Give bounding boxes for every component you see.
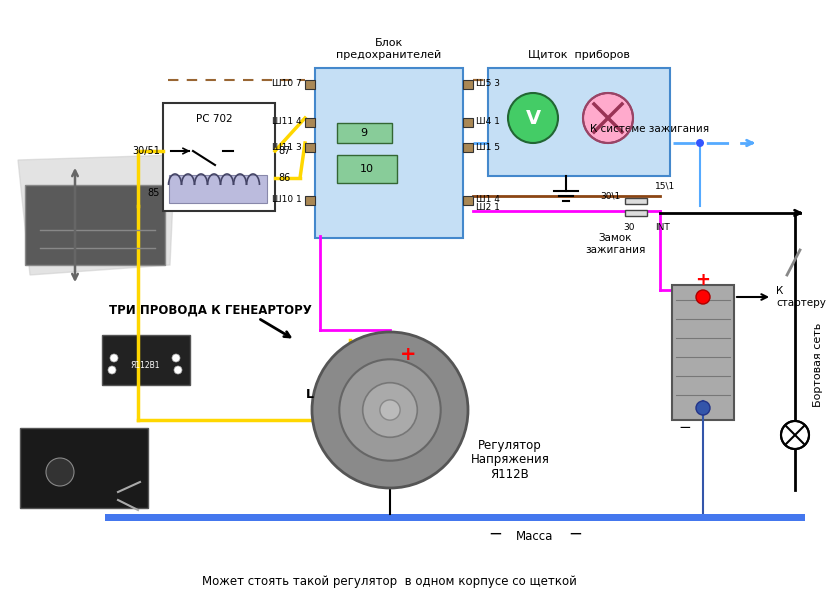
Bar (625, 210, 647, 216)
Bar (337, 123, 392, 143)
Circle shape (508, 93, 558, 143)
Text: 87: 87 (278, 146, 291, 156)
Text: −: − (568, 525, 582, 543)
Text: 86: 86 (278, 173, 290, 183)
Bar (672, 285, 734, 420)
Text: −: − (679, 420, 691, 435)
Text: ТРИ ПРОВОДА К ГЕНЕАРТОРУ: ТРИ ПРОВОДА К ГЕНЕАРТОРУ (109, 303, 312, 316)
Circle shape (108, 366, 116, 374)
Text: V: V (525, 109, 541, 128)
Bar (163, 103, 275, 211)
Circle shape (174, 366, 182, 374)
Text: Щиток  приборов: Щиток приборов (528, 50, 630, 60)
Text: Бортовая сеть: Бортовая сеть (813, 323, 823, 407)
Text: Ш11 4: Ш11 4 (272, 118, 302, 127)
Text: 85: 85 (147, 188, 160, 198)
Text: 30\1: 30\1 (600, 192, 620, 201)
Text: Ш2 1: Ш2 1 (476, 204, 500, 213)
Circle shape (46, 458, 74, 486)
Bar (20, 428, 148, 508)
Text: 10: 10 (360, 164, 374, 174)
Text: Может стоять такой регулятор  в одном корпусе со щеткой: Может стоять такой регулятор в одном кор… (202, 576, 577, 589)
Circle shape (363, 383, 417, 437)
Bar (625, 198, 647, 204)
Text: +: + (400, 346, 416, 365)
Circle shape (696, 290, 710, 304)
Bar (305, 80, 315, 89)
Bar (463, 80, 473, 89)
Bar (169, 175, 267, 203)
Text: 30: 30 (623, 223, 634, 232)
Bar (315, 68, 463, 238)
Bar (25, 185, 165, 265)
Text: L: L (306, 387, 314, 401)
Text: INT: INT (654, 223, 670, 232)
Bar (463, 143, 473, 152)
Text: −: − (488, 525, 502, 543)
Circle shape (696, 401, 710, 415)
Text: РС 702: РС 702 (196, 114, 232, 124)
Text: Ш5 3: Ш5 3 (476, 79, 500, 88)
Bar (337, 155, 397, 183)
Text: Ш10 7: Ш10 7 (272, 79, 302, 88)
Bar (105, 514, 805, 521)
Circle shape (172, 354, 180, 362)
Bar (305, 196, 315, 205)
Polygon shape (18, 155, 175, 275)
Circle shape (380, 400, 400, 420)
Text: Ш10 1: Ш10 1 (272, 195, 302, 205)
Text: Замок
зажигания: Замок зажигания (585, 233, 645, 255)
Text: Регулятор
Напряжения
Я112В: Регулятор Напряжения Я112В (471, 439, 550, 482)
Circle shape (110, 354, 118, 362)
Circle shape (583, 93, 633, 143)
Text: Ш11 3: Ш11 3 (272, 143, 302, 152)
Circle shape (696, 139, 704, 147)
Text: Масса: Масса (516, 530, 554, 543)
Text: 15\1: 15\1 (654, 181, 675, 190)
Text: К системе зажигания: К системе зажигания (591, 124, 710, 134)
Text: Блок
предохранителей: Блок предохранителей (336, 38, 442, 60)
Text: 9: 9 (360, 128, 368, 138)
Text: Ш4 1: Ш4 1 (476, 118, 500, 127)
Bar (305, 118, 315, 127)
Bar (102, 335, 190, 385)
Text: Я112В1: Я112В1 (130, 362, 160, 371)
Text: Ш1 5: Ш1 5 (476, 143, 500, 152)
Bar (463, 196, 473, 205)
Circle shape (781, 421, 809, 449)
Circle shape (312, 332, 468, 488)
Text: 30/51: 30/51 (132, 146, 160, 156)
Bar (463, 118, 473, 127)
Bar (305, 143, 315, 152)
Text: Ш1 4: Ш1 4 (476, 195, 500, 205)
Bar (488, 68, 670, 176)
Text: К
стартеру: К стартеру (776, 286, 826, 308)
Text: +: + (696, 271, 711, 289)
Circle shape (339, 359, 441, 461)
